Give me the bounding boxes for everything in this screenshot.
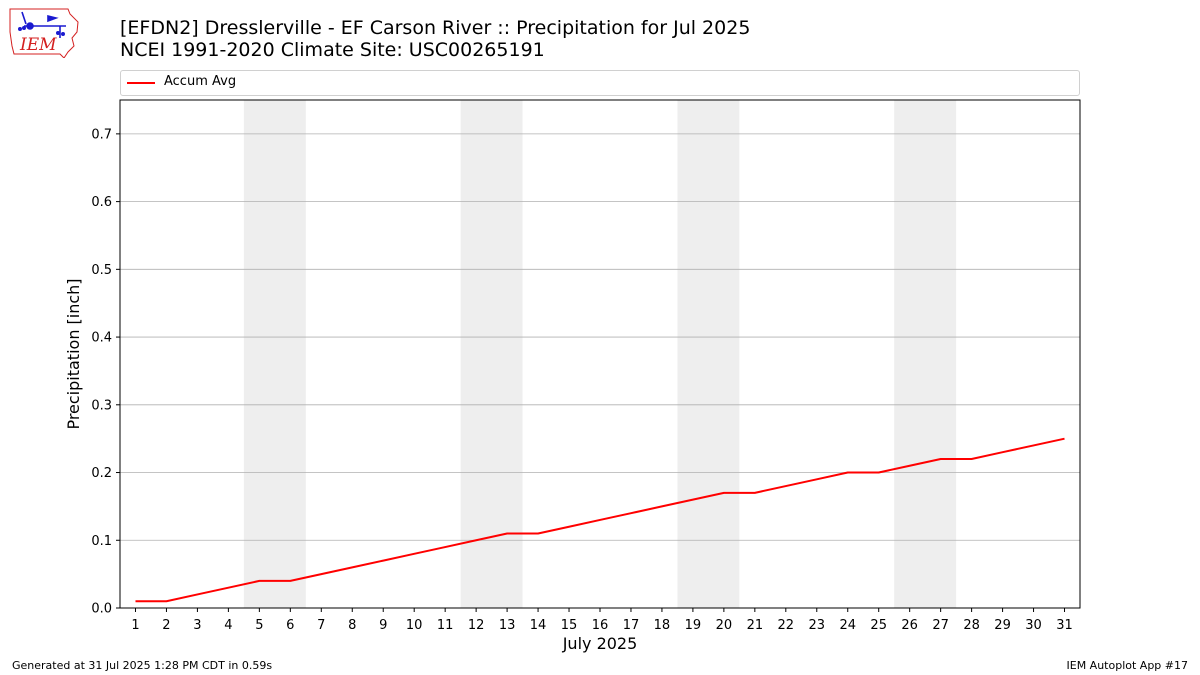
x-tick-label: 30 [1025, 618, 1042, 633]
x-tick-label: 20 [716, 618, 733, 633]
x-tick-label: 1 [131, 618, 139, 633]
y-tick-label: 0.0 [91, 602, 112, 617]
y-tick-label: 0.1 [91, 534, 112, 549]
x-tick-label: 24 [839, 618, 856, 633]
x-tick-label: 23 [809, 618, 826, 633]
x-axis-label: July 2025 [562, 634, 638, 653]
x-tick-label: 5 [255, 618, 263, 633]
x-tick-label: 28 [963, 618, 980, 633]
x-tick-label: 21 [747, 618, 764, 633]
x-tick-label: 18 [654, 618, 671, 633]
weekend-band [460, 100, 523, 608]
app-credit: IEM Autoplot App #17 [1066, 659, 1189, 672]
x-tick-label: 3 [193, 618, 201, 633]
y-axis-label: Precipitation [inch] [64, 278, 83, 429]
y-tick-label: 0.6 [91, 195, 112, 210]
x-tick-label: 15 [561, 618, 578, 633]
x-tick-label: 16 [592, 618, 609, 633]
x-tick-label: 25 [870, 618, 887, 633]
weekend-band [894, 100, 957, 608]
x-tick-label: 27 [932, 618, 949, 633]
x-tick-label: 22 [778, 618, 795, 633]
chart-subtitle: NCEI 1991-2020 Climate Site: USC00265191 [120, 39, 545, 61]
generated-timestamp: Generated at 31 Jul 2025 1:28 PM CDT in … [12, 659, 273, 672]
x-tick-label: 10 [406, 618, 423, 633]
chart-title: [EFDN2] Dresslerville - EF Carson River … [120, 17, 751, 39]
x-tick-label: 31 [1056, 618, 1073, 633]
weekend-band [677, 100, 740, 608]
x-tick-label: 8 [348, 618, 356, 633]
x-tick-label: 13 [499, 618, 516, 633]
x-tick-label: 11 [437, 618, 454, 633]
iowa-outline-icon [9, 8, 79, 58]
iem-logo-text: IEM [19, 35, 57, 55]
weather-station-icon [18, 11, 66, 38]
x-tick-label: 9 [379, 618, 387, 633]
y-tick-label: 0.7 [91, 127, 112, 142]
x-tick-label: 29 [994, 618, 1011, 633]
weekend-band [243, 100, 306, 608]
y-tick-label: 0.2 [91, 466, 112, 481]
x-tick-label: 6 [286, 618, 294, 633]
y-tick-label: 0.4 [91, 331, 112, 346]
legend: Accum Avg [120, 70, 1080, 96]
x-tick-label: 14 [530, 618, 547, 633]
x-tick-label: 7 [317, 618, 325, 633]
x-tick-label: 19 [685, 618, 702, 633]
x-tick-label: 4 [224, 618, 232, 633]
y-tick-label: 0.5 [91, 263, 112, 278]
legend-swatch-accum-avg [127, 82, 155, 84]
iem-logo: IEM [9, 8, 79, 58]
x-tick-label: 26 [901, 618, 918, 633]
y-tick-label: 0.3 [91, 398, 112, 413]
x-tick-label: 2 [162, 618, 170, 633]
x-tick-label: 17 [623, 618, 640, 633]
x-tick-label: 12 [468, 618, 485, 633]
legend-label-accum-avg: Accum Avg [164, 74, 237, 89]
